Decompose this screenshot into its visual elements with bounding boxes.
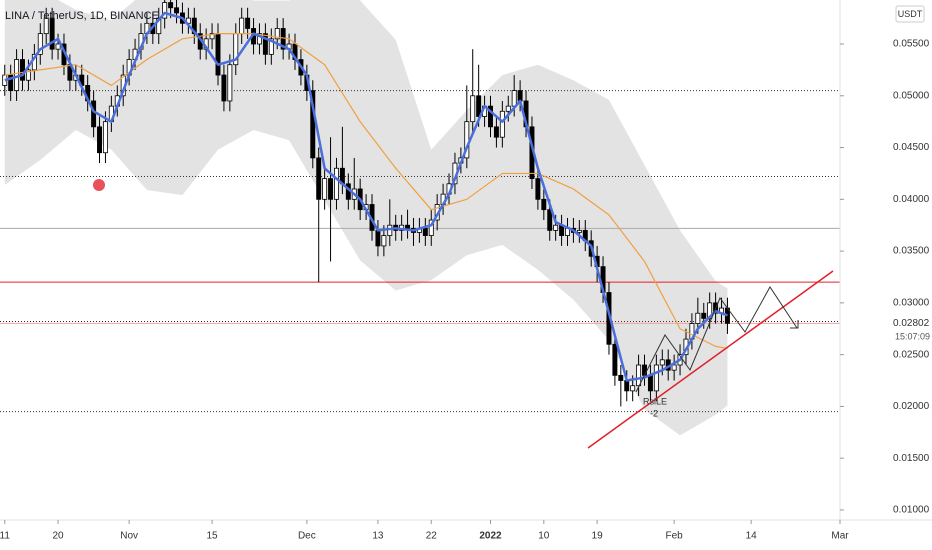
candle-body (322, 178, 328, 200)
currency: USDT (898, 9, 923, 19)
candle-body (262, 33, 268, 55)
candle-body (227, 64, 233, 102)
x-tick-label: 22 (426, 531, 438, 542)
candle-body (553, 224, 559, 231)
projection-arrow (790, 320, 799, 329)
x-tick-label: 14 (746, 531, 758, 542)
candle-body (517, 90, 523, 102)
y-tick-label: 0.01000 (893, 505, 930, 516)
annotation: RsiLE (643, 396, 667, 406)
y-tick-label: 0.02500 (893, 349, 930, 360)
x-tick-label: Mar (831, 531, 849, 542)
candle-body (381, 235, 387, 247)
annotation: -2 (650, 408, 658, 418)
y-tick-label: 0.02000 (893, 401, 930, 412)
y-tick-label: 0.04500 (893, 142, 930, 153)
candle-body (511, 90, 517, 107)
candle-body (499, 110, 505, 138)
y-tick-label: 0.03500 (893, 246, 930, 257)
candle-body (659, 359, 665, 366)
candle-body (541, 198, 547, 211)
candle-body (102, 121, 108, 154)
candle-body (245, 17, 251, 29)
candle-body (671, 364, 677, 371)
candle-body (334, 167, 339, 200)
x-tick-label: 11 (0, 531, 10, 542)
y-tick-label: 0.03000 (893, 298, 930, 309)
candle-body (476, 95, 482, 117)
x-tick-label: 2022 (479, 531, 502, 542)
candle-body (653, 364, 659, 392)
candle-body (701, 312, 707, 319)
y-tick-label: 0.04000 (893, 194, 930, 205)
candle-body (49, 17, 55, 50)
indicator-line (4, 11, 728, 382)
candle-body (14, 59, 20, 92)
candle-body (505, 105, 511, 112)
candle-body (215, 33, 221, 76)
x-tick-label: Dec (298, 531, 316, 542)
candle-body (470, 95, 476, 123)
x-tick-label: 20 (52, 531, 64, 542)
x-tick-label: Nov (120, 531, 138, 542)
candle-body (647, 374, 653, 392)
candle-body (328, 178, 334, 200)
candle-body (422, 227, 428, 236)
candle-body (239, 17, 245, 35)
candle-body (576, 229, 582, 233)
candle-body (428, 219, 434, 236)
candle-body (168, 2, 174, 9)
x-tick-label: 15 (207, 531, 219, 542)
candle-body (25, 69, 31, 81)
candle-body (174, 7, 180, 14)
projection-path (635, 286, 798, 393)
candle-body (535, 178, 541, 200)
candle-body (43, 17, 49, 35)
candle-body (547, 209, 553, 231)
candle-body (375, 229, 381, 247)
x-tick-label: 19 (592, 531, 604, 542)
candle-body (274, 28, 280, 40)
y-tick-label: 0.01500 (893, 453, 930, 464)
candle-body (268, 38, 274, 55)
candle-body (8, 74, 14, 92)
candle-body (624, 380, 630, 392)
candle-body (642, 364, 647, 376)
candle-body (612, 343, 618, 376)
currency-box[interactable] (895, 5, 925, 23)
candle-body (256, 33, 262, 45)
candle-body (618, 374, 624, 381)
candle-body (310, 90, 316, 159)
candle-body (493, 126, 499, 138)
candle-body (20, 59, 25, 81)
candle-body (695, 312, 701, 324)
candle-body (37, 33, 43, 55)
candle-body (91, 100, 97, 128)
y-tick-label: 0.05000 (893, 90, 930, 101)
candle-body (97, 126, 102, 154)
last-price-box (842, 315, 932, 346)
candle-body (405, 224, 411, 229)
countdown: 15:07:09 (895, 332, 930, 342)
last-price-label: 0.02802 (893, 318, 930, 329)
signal-dot (93, 179, 105, 191)
chart-title: LINA / TetherUS, 1D, BINANCE (5, 10, 159, 22)
candle-body (636, 364, 642, 387)
candle-body (221, 74, 227, 102)
candle-body (209, 33, 215, 40)
candle-body (488, 105, 493, 128)
x-tick-label: Feb (666, 531, 684, 542)
x-tick-label: 10 (538, 531, 550, 542)
trend-line (587, 270, 834, 449)
candle-body (55, 43, 61, 50)
candle-body (162, 2, 168, 19)
y-tick-label: 0.05500 (893, 39, 930, 50)
plot-area (0, 0, 840, 436)
candle-body (630, 385, 636, 392)
candle-body (316, 157, 322, 200)
x-tick-label: 13 (372, 531, 384, 542)
